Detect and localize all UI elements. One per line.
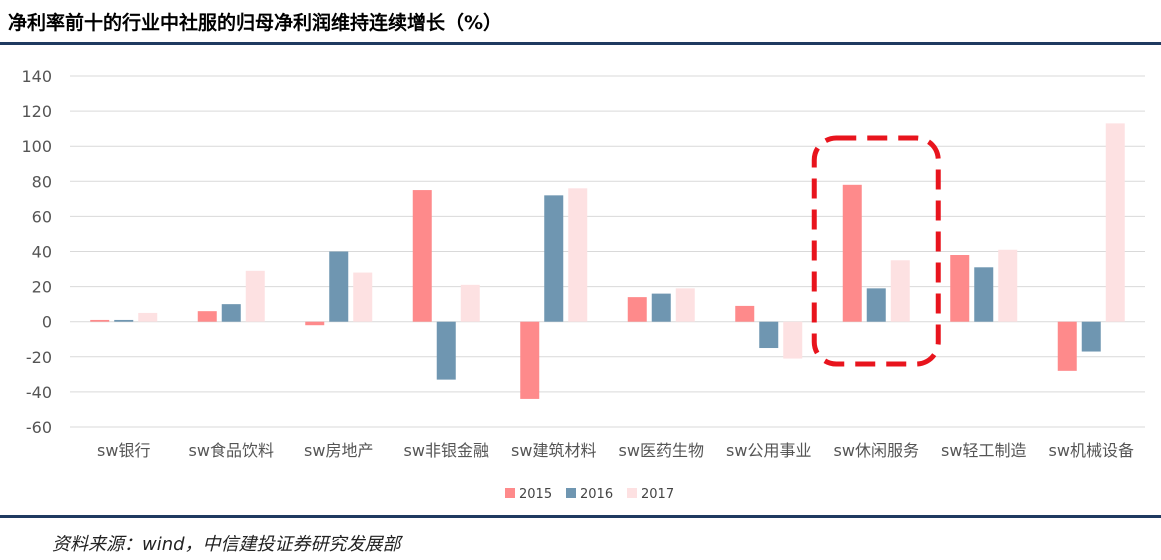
bar-2016 — [974, 267, 994, 322]
bar-2017 — [1105, 123, 1125, 322]
bar-2016 — [114, 319, 134, 322]
y-tick-label: -60 — [26, 418, 52, 437]
bars — [90, 123, 1125, 399]
bar-2015 — [1057, 321, 1077, 371]
y-tick-label: 120 — [21, 102, 52, 121]
top-divider — [0, 42, 1161, 45]
x-tick-label: sw食品饮料 — [189, 441, 274, 460]
x-tick-label: sw轻工制造 — [941, 441, 1026, 460]
y-tick-label: 40 — [32, 243, 52, 262]
legend-swatch-2015 — [505, 488, 515, 498]
bar-2017 — [675, 288, 695, 322]
category-labels: sw银行 sw食品饮料 sw房地产 sw非银金融 sw建筑材料 sw医药生物 sw公用事业 s… — [97, 441, 1134, 460]
x-tick-label: sw建筑材料 — [511, 441, 596, 460]
legend-label: 2016 — [580, 487, 613, 502]
bar-2015 — [520, 321, 540, 399]
bar-2015 — [735, 305, 755, 322]
bar-2016 — [436, 321, 456, 380]
y-tick-label: 80 — [32, 172, 52, 191]
bar-2017 — [245, 270, 265, 322]
bar-2017 — [998, 249, 1018, 322]
bar-2017 — [353, 272, 373, 322]
bar-2015 — [305, 321, 325, 326]
y-tick-label: 60 — [32, 207, 52, 226]
highlight-box — [811, 135, 941, 367]
bar-2016 — [866, 288, 886, 322]
chart-title: 净利率前十的行业中社服的归母净利润维持连续增长（%） — [8, 12, 503, 34]
y-tick-label: 100 — [21, 137, 52, 156]
legend: 2015 2016 2017 — [505, 487, 674, 502]
bar-2017 — [460, 284, 480, 322]
y-tick-label: 20 — [32, 278, 52, 297]
bar-2017 — [783, 321, 803, 359]
x-tick-label: sw非银金融 — [404, 441, 489, 460]
x-tick-label: sw公用事业 — [726, 441, 811, 460]
legend-label: 2017 — [641, 487, 674, 502]
bar-2017 — [138, 312, 158, 322]
bar-2015 — [627, 297, 647, 322]
x-tick-label: sw房地产 — [304, 441, 373, 460]
bar-2017 — [890, 260, 910, 322]
legend-swatch-2017 — [627, 488, 637, 498]
legend-swatch-2016 — [566, 488, 576, 498]
highlight-dashed-box — [811, 135, 941, 367]
x-tick-label: sw机械设备 — [1049, 441, 1134, 460]
legend-label: 2015 — [519, 487, 552, 502]
bar-2016 — [1081, 321, 1101, 352]
bar-2016 — [329, 251, 349, 322]
bar-2017 — [568, 188, 588, 322]
bar-2016 — [221, 304, 241, 322]
bar-2016 — [544, 195, 564, 322]
bar-2015 — [950, 255, 970, 322]
bottom-divider — [0, 515, 1161, 518]
y-axis-ticks: 140 120 100 80 60 40 20 0 -20 -40 -60 — [21, 67, 52, 437]
y-tick-label: -40 — [26, 383, 52, 402]
y-tick-label: -20 — [26, 348, 52, 367]
x-tick-label: sw银行 — [97, 441, 150, 460]
gridlines — [70, 75, 1145, 428]
y-tick-label: 140 — [21, 67, 52, 86]
bar-2015 — [90, 319, 110, 322]
bar-2016 — [759, 321, 779, 349]
bar-2015 — [197, 311, 217, 322]
x-tick-label: sw休闲服务 — [834, 441, 919, 460]
bar-2015 — [842, 184, 862, 322]
bar-2015 — [412, 190, 432, 322]
bar-2016 — [651, 293, 671, 322]
y-tick-label: 0 — [42, 313, 52, 332]
source-note: 资料来源：wind，中信建投证券研究发展部 — [52, 534, 401, 555]
x-tick-label: sw医药生物 — [619, 441, 704, 460]
